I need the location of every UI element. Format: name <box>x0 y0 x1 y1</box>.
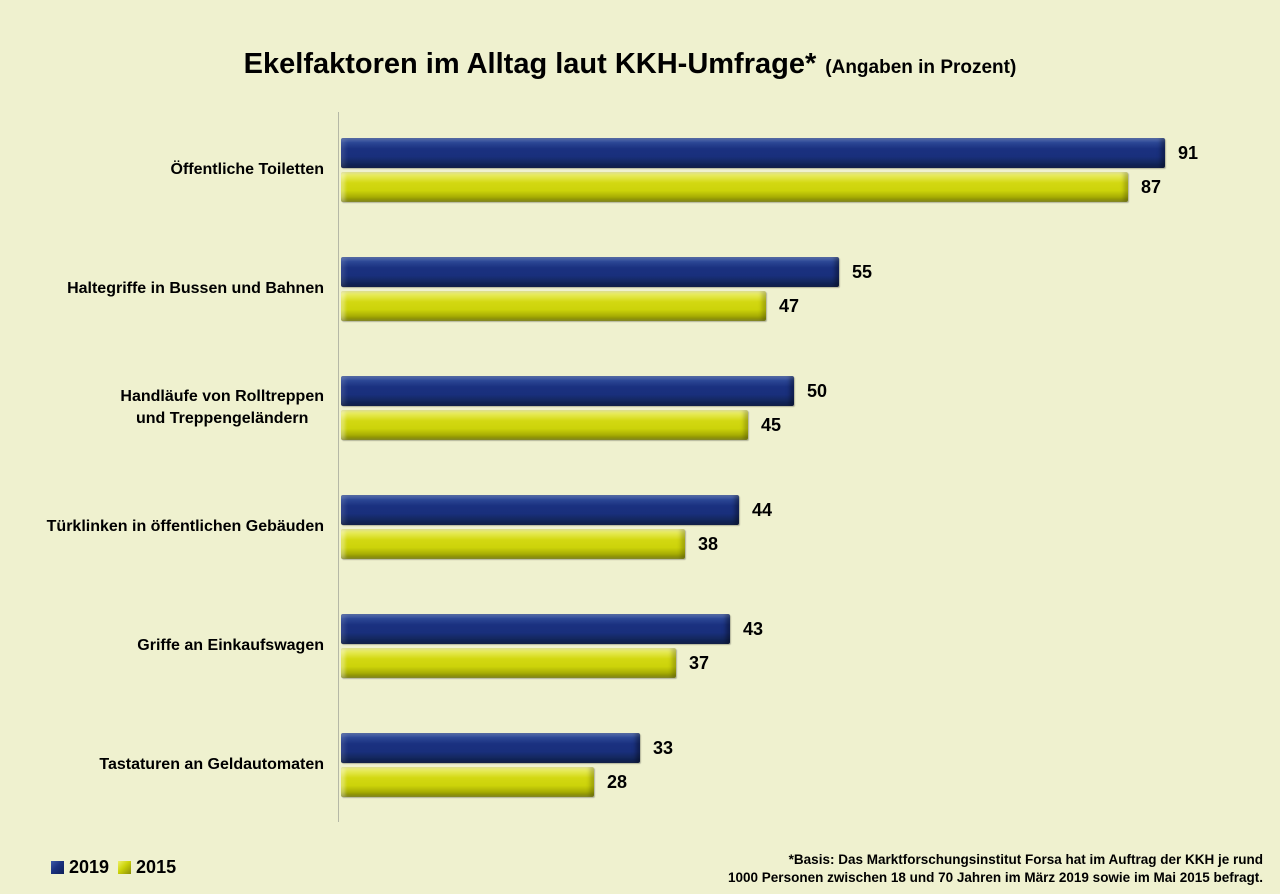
value-label-2015: 38 <box>698 533 719 554</box>
category-label-text: Öffentliche Toiletten <box>170 161 324 179</box>
value-label-2019: 43 <box>743 618 764 639</box>
bar-group-einkaufswagen: Griffe an Einkaufswagen 43 37 <box>0 614 1280 678</box>
legend-label-2019: 2019 <box>69 857 110 877</box>
bar-2019 <box>341 257 839 287</box>
legend-item-2019: 2019 <box>51 857 109 878</box>
value-label-2019: 50 <box>807 380 828 401</box>
bar-group-haltegriffe: Haltegriffe in Bussen und Bahnen 55 47 <box>0 257 1280 321</box>
chart-title: Ekelfaktoren im Alltag laut KKH-Umfrage* <box>243 48 817 80</box>
footnote-line-1: *Basis: Das Marktforschungsinstitut Fors… <box>788 852 1263 868</box>
legend-swatch-2019-icon <box>51 861 64 874</box>
chart-title-block: Ekelfaktoren im Alltag laut KKH-Umfrage*… <box>0 48 1260 81</box>
bar-group-geldautomaten: Tastaturen an Geldautomaten 33 28 <box>0 733 1280 797</box>
category-label-text: Tastaturen an Geldautomaten <box>99 756 324 774</box>
category-label: Öffentliche Toiletten <box>0 138 324 202</box>
bar-group-handlaeufe: Handläufe von Rolltreppen und Treppengel… <box>0 376 1280 440</box>
category-label-text: Griffe an Einkaufswagen <box>137 637 324 655</box>
value-label-2019: 55 <box>852 261 873 282</box>
value-label-2019: 33 <box>653 737 674 758</box>
value-label-2019: 91 <box>1178 142 1199 163</box>
bar-2019 <box>341 138 1165 168</box>
value-label-2015: 28 <box>607 771 628 792</box>
category-label: Handläufe von Rolltreppen und Treppengel… <box>0 376 324 440</box>
bar-2015 <box>341 529 685 559</box>
bar-2019 <box>341 733 640 763</box>
legend-label-2015: 2015 <box>136 857 177 877</box>
category-label-text: Türklinken in öffentlichen Gebäuden <box>46 518 324 536</box>
bar-group-tuerklinken: Türklinken in öffentlichen Gebäuden 44 3… <box>0 495 1280 559</box>
category-label: Türklinken in öffentlichen Gebäuden <box>0 495 324 559</box>
legend-swatch-2015-icon <box>118 861 132 874</box>
value-label-2019: 44 <box>752 499 773 520</box>
value-label-2015: 47 <box>779 295 800 316</box>
bar-2015 <box>341 172 1128 202</box>
chart-subtitle: (Angaben in Prozent) <box>825 57 1017 78</box>
bar-group-oeffentliche-toiletten: Öffentliche Toiletten 91 87 <box>0 138 1280 202</box>
bar-2019 <box>341 495 739 525</box>
category-label: Tastaturen an Geldautomaten <box>0 733 324 797</box>
category-label-text: Haltegriffe in Bussen und Bahnen <box>67 280 324 298</box>
value-label-2015: 87 <box>1141 176 1162 197</box>
category-label: Griffe an Einkaufswagen <box>0 614 324 678</box>
legend-item-2015: 2015 <box>118 857 176 878</box>
bar-2015 <box>341 291 766 321</box>
category-label-text: Handläufe von Rolltreppen und Treppengel… <box>120 388 324 427</box>
legend: 2019 2015 <box>51 857 176 878</box>
value-label-2015: 37 <box>689 652 710 673</box>
bar-2015 <box>341 767 594 797</box>
category-label: Haltegriffe in Bussen und Bahnen <box>0 257 324 321</box>
bar-2015 <box>341 410 748 440</box>
value-label-2015: 45 <box>761 414 782 435</box>
footnote: *Basis: Das Marktforschungsinstitut Fors… <box>728 851 1263 887</box>
bar-2019 <box>341 376 794 406</box>
y-axis-line <box>338 112 339 822</box>
bar-2015 <box>341 648 676 678</box>
footnote-line-2: 1000 Personen zwischen 18 und 70 Jahren … <box>728 870 1263 886</box>
bar-2019 <box>341 614 730 644</box>
